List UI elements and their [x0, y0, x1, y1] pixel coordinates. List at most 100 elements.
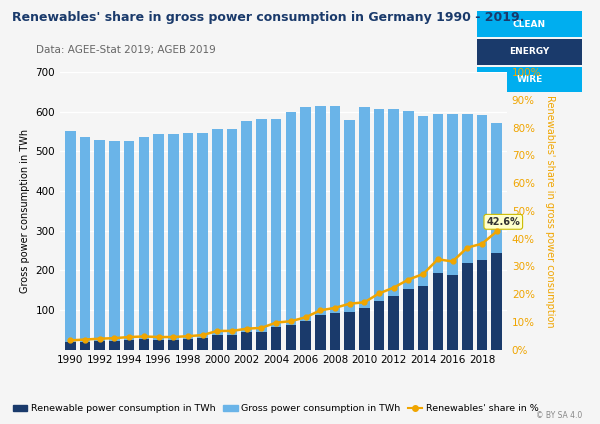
Renewables' share in % — [390, 285, 397, 290]
Renewables' share in % — [82, 337, 89, 342]
Bar — [359, 107, 370, 350]
FancyBboxPatch shape — [477, 67, 582, 92]
Bar — [227, 335, 238, 350]
Bar — [491, 123, 502, 350]
Renewables' share in % — [170, 335, 177, 340]
Bar — [271, 119, 281, 350]
Bar — [329, 106, 340, 350]
Bar — [433, 273, 443, 350]
Bar — [286, 112, 296, 350]
Renewables' share in % — [493, 229, 500, 234]
Bar — [403, 290, 414, 350]
Bar — [374, 109, 385, 350]
Bar — [329, 313, 340, 350]
Bar — [359, 308, 370, 350]
Renewables' share in % — [376, 291, 383, 296]
Renewables' share in % — [125, 335, 133, 340]
Renewables' share in % — [449, 259, 456, 264]
Text: 42.6%: 42.6% — [487, 217, 520, 227]
Y-axis label: Renewables' share in gross power consumption: Renewables' share in gross power consump… — [545, 95, 555, 327]
Bar — [448, 114, 458, 350]
Text: Renewables' share in gross power consumption in Germany 1990 - 2019.: Renewables' share in gross power consump… — [12, 11, 524, 24]
Bar — [168, 340, 179, 350]
Bar — [94, 140, 105, 350]
Line: Renewables' share in %: Renewables' share in % — [68, 229, 499, 343]
Renewables' share in % — [67, 338, 74, 343]
Bar — [65, 342, 76, 350]
Bar — [403, 112, 414, 350]
Bar — [65, 131, 76, 350]
Bar — [344, 312, 355, 350]
Renewables' share in % — [317, 308, 324, 313]
Renewables' share in % — [361, 300, 368, 305]
Bar — [374, 301, 385, 350]
Bar — [418, 116, 428, 350]
Bar — [241, 332, 252, 350]
Bar — [491, 254, 502, 350]
Renewables' share in % — [214, 328, 221, 333]
Bar — [462, 114, 473, 350]
Bar — [256, 119, 267, 350]
Bar — [124, 340, 134, 350]
Bar — [139, 137, 149, 350]
Renewables' share in % — [302, 315, 309, 320]
Bar — [241, 121, 252, 350]
Bar — [315, 106, 326, 350]
Renewables' share in % — [243, 326, 250, 331]
Renewables' share in % — [199, 332, 206, 338]
Renewables' share in % — [155, 335, 162, 340]
Renewables' share in % — [287, 319, 295, 324]
Legend: Renewable power consumption in TWh, Gross power consumption in TWh, Renewables' : Renewable power consumption in TWh, Gros… — [10, 401, 542, 417]
Bar — [80, 137, 90, 350]
Bar — [300, 321, 311, 350]
Text: WIRE: WIRE — [517, 75, 542, 84]
Bar — [80, 342, 90, 350]
Bar — [388, 109, 399, 350]
Text: CLEAN: CLEAN — [513, 20, 546, 29]
Text: ENERGY: ENERGY — [509, 47, 550, 56]
FancyBboxPatch shape — [477, 11, 582, 37]
Bar — [286, 325, 296, 350]
Bar — [271, 327, 281, 350]
Renewables' share in % — [272, 320, 280, 325]
Bar — [212, 335, 223, 350]
Renewables' share in % — [184, 334, 191, 339]
Bar — [227, 129, 238, 350]
Bar — [418, 286, 428, 350]
Bar — [153, 340, 164, 350]
Text: © BY SA 4.0: © BY SA 4.0 — [536, 411, 582, 420]
Bar — [388, 296, 399, 350]
Bar — [182, 133, 193, 350]
Bar — [433, 114, 443, 350]
Bar — [109, 341, 119, 350]
FancyBboxPatch shape — [477, 39, 582, 65]
Bar — [300, 106, 311, 350]
Renewables' share in % — [140, 334, 148, 339]
Bar — [344, 120, 355, 350]
Bar — [94, 341, 105, 350]
Bar — [477, 260, 487, 350]
Y-axis label: Gross power consumption in TWh: Gross power consumption in TWh — [20, 129, 30, 293]
Renewables' share in % — [346, 301, 353, 306]
Bar — [477, 115, 487, 350]
Bar — [448, 275, 458, 350]
Bar — [315, 315, 326, 350]
Bar — [182, 339, 193, 350]
Renewables' share in % — [229, 328, 236, 333]
Renewables' share in % — [405, 277, 412, 282]
Bar — [124, 141, 134, 350]
Bar — [197, 338, 208, 350]
Bar — [109, 141, 119, 350]
Renewables' share in % — [464, 245, 471, 250]
Renewables' share in % — [258, 325, 265, 330]
Bar — [212, 129, 223, 350]
Renewables' share in % — [96, 336, 103, 341]
Bar — [256, 332, 267, 350]
Text: Data: AGEE-Stat 2019; AGEB 2019: Data: AGEE-Stat 2019; AGEB 2019 — [36, 45, 216, 55]
Bar — [197, 133, 208, 350]
Renewables' share in % — [478, 241, 485, 246]
Renewables' share in % — [111, 335, 118, 340]
Bar — [139, 340, 149, 350]
Renewables' share in % — [434, 257, 442, 262]
Bar — [168, 134, 179, 350]
